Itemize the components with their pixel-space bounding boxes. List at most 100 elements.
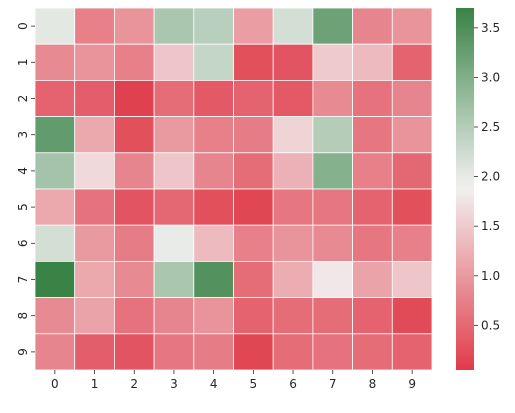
heatmap-cell-1-2 [114, 43, 155, 81]
x-tick-label-5: 5 [250, 377, 258, 391]
y-tick-label-9: 9 [16, 348, 30, 356]
colorbar-tick-label-4: 2.5 [481, 120, 500, 134]
heatmap-cell-8-2 [114, 297, 155, 335]
heatmap-cell-7-6 [272, 260, 314, 298]
heatmap-cell-6-3 [153, 224, 195, 262]
heatmap-cell-5-9 [391, 188, 433, 226]
x-tick-label-9: 9 [408, 377, 416, 391]
heatmap-cell-8-1 [74, 297, 115, 335]
heatmap-cell-2-5 [233, 80, 274, 118]
heatmap-cell-5-5 [233, 188, 274, 226]
heatmap-cell-8-3 [153, 297, 195, 335]
x-tick-label-7: 7 [329, 377, 337, 391]
colorbar-tick-label-2: 1.5 [481, 219, 500, 233]
y-tick-label-8: 8 [16, 312, 30, 320]
heatmap-cell-8-4 [193, 297, 234, 335]
heatmap-cell-7-5 [233, 260, 274, 298]
y-tick-label-2: 2 [16, 95, 30, 103]
heatmap-cell-1-7 [312, 43, 353, 81]
heatmap-cell-6-8 [352, 224, 393, 262]
y-tick-label-7: 7 [16, 276, 30, 284]
heatmap-cell-0-8 [352, 7, 393, 45]
colorbar-tick-label-0: 0.5 [481, 318, 500, 332]
y-tick-label-1: 1 [16, 58, 30, 66]
heatmap-cell-4-2 [114, 152, 155, 190]
heatmap-cell-7-8 [352, 260, 393, 298]
heatmap-cell-4-6 [272, 152, 314, 190]
heatmap-cell-5-2 [114, 188, 155, 226]
heatmap-cell-5-8 [352, 188, 393, 226]
heatmap-cell-1-5 [233, 43, 274, 81]
heatmap-cell-5-7 [312, 188, 353, 226]
heatmap-cell-8-9 [391, 297, 433, 335]
heatmap-cell-9-8 [352, 333, 393, 371]
heatmap-cell-1-3 [153, 43, 195, 81]
heatmap-cell-2-3 [153, 80, 195, 118]
heatmap-cell-7-1 [74, 260, 115, 298]
heatmap-cell-0-6 [272, 7, 314, 45]
y-tick-label-5: 5 [16, 203, 30, 211]
y-tick-label-0: 0 [16, 22, 30, 30]
heatmap-cell-9-0 [34, 333, 76, 371]
heatmap-cell-6-5 [233, 224, 274, 262]
heatmap-cell-2-7 [312, 80, 353, 118]
heatmap-cell-2-4 [193, 80, 234, 118]
heatmap-cell-7-7 [312, 260, 353, 298]
heatmap-cell-3-5 [233, 116, 274, 154]
heatmap-cell-6-2 [114, 224, 155, 262]
x-tick-label-0: 0 [51, 377, 59, 391]
heatmap-cell-1-4 [193, 43, 234, 81]
heatmap-cell-3-4 [193, 116, 234, 154]
heatmap-cell-6-0 [34, 224, 76, 262]
x-tick-label-4: 4 [210, 377, 218, 391]
heatmap-cell-0-5 [233, 7, 274, 45]
heatmap-cell-3-9 [391, 116, 433, 154]
heatmap-cell-4-0 [34, 152, 76, 190]
x-tick-label-3: 3 [170, 377, 178, 391]
heatmap-cell-4-7 [312, 152, 353, 190]
heatmap-cell-3-3 [153, 116, 195, 154]
heatmap-cell-0-3 [153, 7, 195, 45]
heatmap-cell-4-9 [391, 152, 433, 190]
colorbar [456, 8, 474, 370]
heatmap-cell-3-8 [352, 116, 393, 154]
heatmap-cell-3-1 [74, 116, 115, 154]
colorbar-tick-label-1: 1.0 [481, 269, 500, 283]
heatmap-cell-5-0 [34, 188, 76, 226]
heatmap-cell-9-9 [391, 333, 433, 371]
heatmap-cell-8-5 [233, 297, 274, 335]
heatmap-cell-1-1 [74, 43, 115, 81]
heatmap-cell-4-5 [233, 152, 274, 190]
heatmap-cell-7-2 [114, 260, 155, 298]
y-axis: 0 1 2 3 4 5 6 7 8 9 [16, 22, 35, 356]
heatmap-cell-0-9 [391, 7, 433, 45]
heatmap-cell-2-1 [74, 80, 115, 118]
heatmap-cell-1-8 [352, 43, 393, 81]
x-tick-label-6: 6 [289, 377, 297, 391]
heatmap-cell-7-0 [34, 260, 76, 298]
heatmap-cell-9-6 [272, 333, 314, 371]
heatmap-cell-9-1 [74, 333, 115, 371]
heatmap-cell-1-0 [34, 43, 76, 81]
heatmap-cell-1-6 [272, 43, 314, 81]
heatmap-cell-4-8 [352, 152, 393, 190]
heatmap-cell-3-2 [114, 116, 155, 154]
heatmap-cell-0-1 [74, 7, 115, 45]
heatmap-cell-2-0 [34, 80, 76, 118]
heatmap-cell-5-6 [272, 188, 314, 226]
colorbar-tick-label-3: 2.0 [481, 170, 500, 184]
y-tick-label-3: 3 [16, 131, 30, 139]
heatmap-cell-8-8 [352, 297, 393, 335]
heatmap-cell-0-4 [193, 7, 234, 45]
heatmap-cell-5-1 [74, 188, 115, 226]
x-tick-label-2: 2 [130, 377, 138, 391]
heatmap-cell-0-7 [312, 7, 353, 45]
heatmap-cell-2-9 [391, 80, 433, 118]
heatmap-cell-3-7 [312, 116, 353, 154]
heatmap-cell-2-6 [272, 80, 314, 118]
colorbar-tick-label-6: 3.5 [481, 21, 500, 35]
heatmap-cell-4-1 [74, 152, 115, 190]
heatmap-cell-6-4 [193, 224, 234, 262]
heatmap-cell-0-0 [34, 7, 76, 45]
